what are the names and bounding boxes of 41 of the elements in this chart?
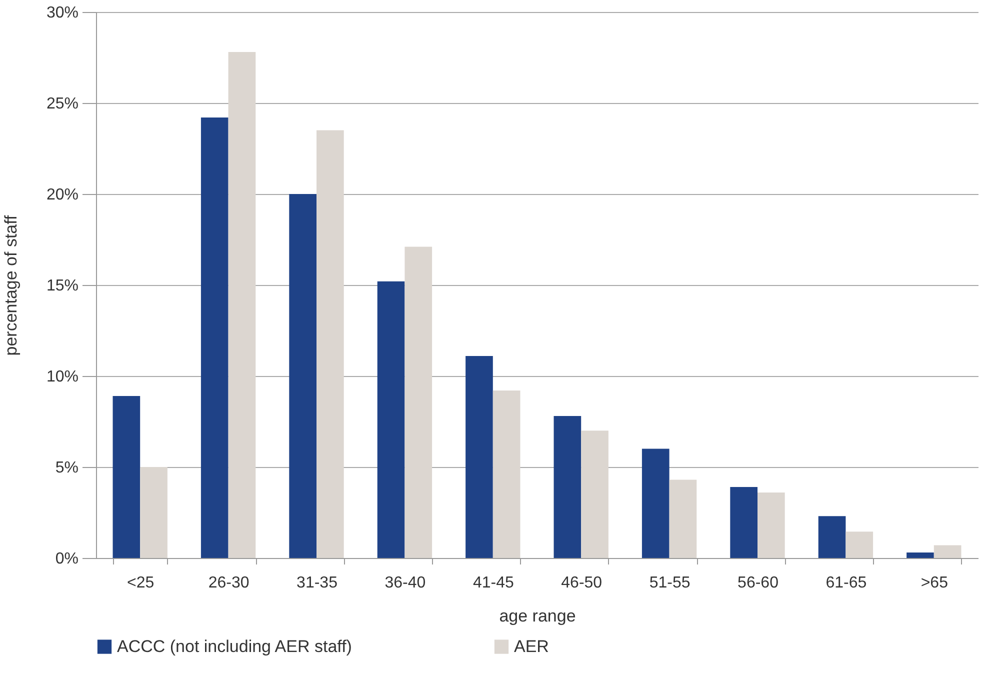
y-tick-label: 25% <box>46 96 78 112</box>
y-tick-label: 0% <box>55 550 78 568</box>
bar <box>289 194 316 558</box>
bar <box>581 430 608 558</box>
bar <box>669 480 697 558</box>
x-tick-label: <25 <box>127 574 154 592</box>
x-tick-label: 36-40 <box>384 574 426 592</box>
legend-label: AER <box>514 636 549 656</box>
x-tick-label: 26-30 <box>208 574 250 592</box>
x-tick-label: 56-60 <box>738 574 779 592</box>
bar <box>758 492 785 558</box>
bar <box>554 416 582 558</box>
x-tick-label: 41-45 <box>472 574 514 592</box>
bar <box>140 467 168 558</box>
y-tick-label: 10% <box>46 368 78 386</box>
bar <box>642 448 670 558</box>
x-tick-label: 61-65 <box>826 574 867 592</box>
bar <box>934 545 962 558</box>
y-tick-label: 15% <box>46 278 78 294</box>
bar <box>466 356 493 558</box>
bar <box>377 281 405 558</box>
y-tick-label: 5% <box>55 460 78 476</box>
bar <box>846 532 874 558</box>
bar <box>228 52 256 558</box>
x-tick-label: >65 <box>920 574 948 592</box>
bar <box>200 118 228 558</box>
x-tick-label: 31-35 <box>296 574 338 592</box>
bar <box>112 396 140 558</box>
bar <box>818 516 846 558</box>
bar <box>906 552 934 558</box>
bar <box>316 130 344 558</box>
legend-label: ACCC (not including AER staff) <box>117 636 352 656</box>
bar <box>492 390 520 558</box>
x-tick-label: 51-55 <box>649 574 690 592</box>
y-axis-title: percentage of staff <box>1 214 20 356</box>
y-tick-label: 30% <box>46 4 78 22</box>
x-tick-label: 46-50 <box>561 574 602 592</box>
bar <box>404 246 432 558</box>
x-axis-title: age range <box>499 606 576 626</box>
bar <box>730 487 758 558</box>
y-tick-label: 20% <box>46 186 78 204</box>
